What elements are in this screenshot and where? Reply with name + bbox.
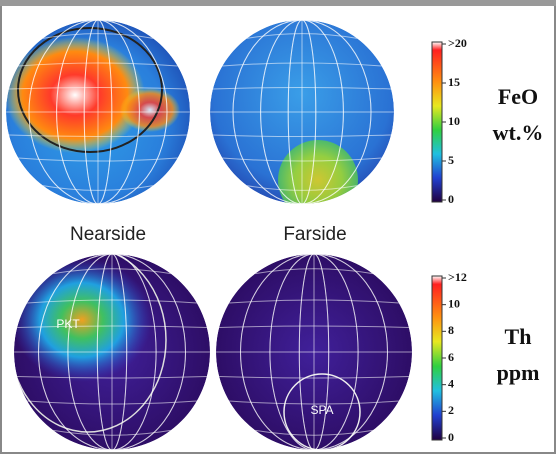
th-colorbar	[432, 276, 442, 440]
colorbar-tick-label: 4	[448, 376, 454, 390]
colorbar-tick-label: 0	[448, 430, 454, 444]
th-unit: ppm	[497, 360, 540, 385]
feo-title: FeO	[498, 84, 538, 109]
colorbar-tick-label: 6	[448, 350, 454, 364]
colorbar-tick-label: 0	[448, 192, 454, 206]
colorbar-tick-label: >12	[448, 270, 467, 284]
th-title: Th	[505, 324, 532, 349]
colorbar-tick-label: 8	[448, 323, 454, 337]
nearside-feo-map	[5, 20, 190, 204]
colorbar-tick-label: 15	[448, 75, 460, 89]
colorbar-tick-label: >20	[448, 36, 467, 50]
pkt-label: PKT	[56, 317, 80, 331]
colorbar-tick-label: 2	[448, 403, 454, 417]
farside-label: Farside	[283, 224, 346, 245]
colorbar-tick-label: 5	[448, 153, 454, 167]
farside-th-map	[216, 254, 412, 450]
top-bar	[0, 0, 556, 6]
spa-label: SPA	[310, 403, 333, 417]
colorbar-tick-label: 10	[448, 296, 460, 310]
feo-colorbar	[432, 42, 442, 202]
feo-unit: wt.%	[493, 120, 544, 145]
figure: Nearside Farside PKT SPA FeO wt.% Th ppm…	[0, 0, 556, 454]
nearside-label: Nearside	[70, 224, 146, 245]
colorbar-tick-label: 10	[448, 114, 460, 128]
